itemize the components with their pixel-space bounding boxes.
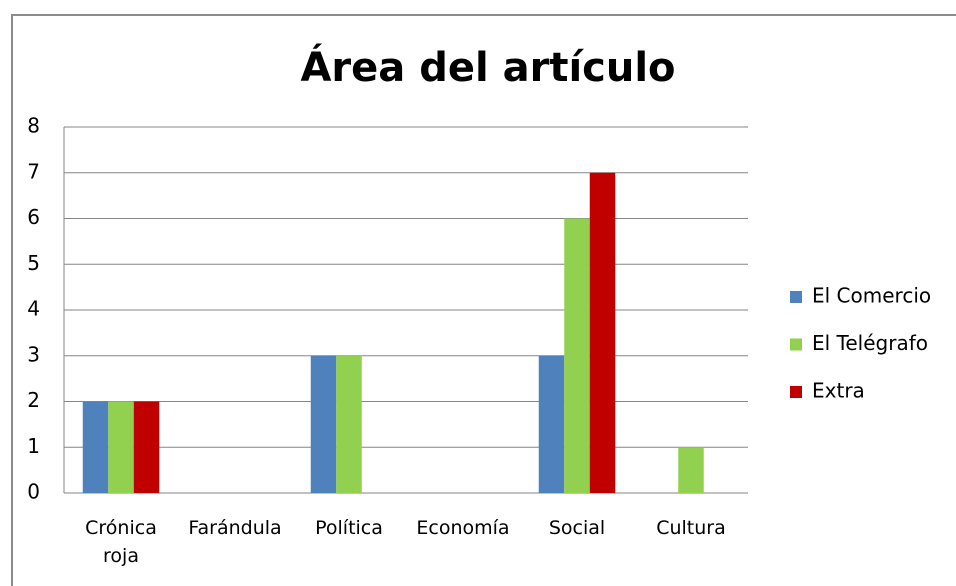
bar: [564, 218, 590, 493]
bar: [589, 172, 616, 493]
y-tick-label: 7: [27, 159, 40, 183]
x-tick-label: Política: [315, 517, 383, 539]
y-tick-label: 8: [27, 114, 40, 138]
x-tick-label: Economía: [416, 517, 510, 539]
bar: [82, 401, 109, 493]
x-tick-label: Cultura: [656, 517, 726, 539]
y-tick-label: 5: [27, 251, 40, 275]
bar: [538, 355, 565, 493]
legend-label: Extra: [812, 379, 865, 403]
x-tick-label: Crónica roja: [85, 517, 157, 567]
legend-swatch: [790, 291, 802, 303]
chart-title: Área del artículo: [300, 43, 675, 91]
x-tick-label: Farándula: [188, 517, 282, 539]
y-tick-label: 1: [27, 434, 40, 458]
y-tick-label: 4: [27, 297, 40, 321]
legend-swatch: [790, 338, 802, 351]
bar: [133, 401, 160, 493]
y-tick-label: 0: [27, 480, 40, 504]
bar: [108, 401, 134, 493]
legend-swatch: [790, 386, 802, 398]
chart-frame: [11, 14, 956, 586]
bar: [310, 355, 337, 493]
bar: [336, 355, 362, 493]
y-tick-label: 6: [27, 205, 40, 229]
y-tick-label: 3: [27, 342, 40, 366]
y-tick-label: 2: [27, 388, 40, 412]
legend-label: El Telégrafo: [812, 331, 928, 355]
bar: [678, 447, 704, 493]
legend-label: El Comercio: [812, 284, 931, 308]
x-tick-label: Social: [548, 517, 606, 539]
